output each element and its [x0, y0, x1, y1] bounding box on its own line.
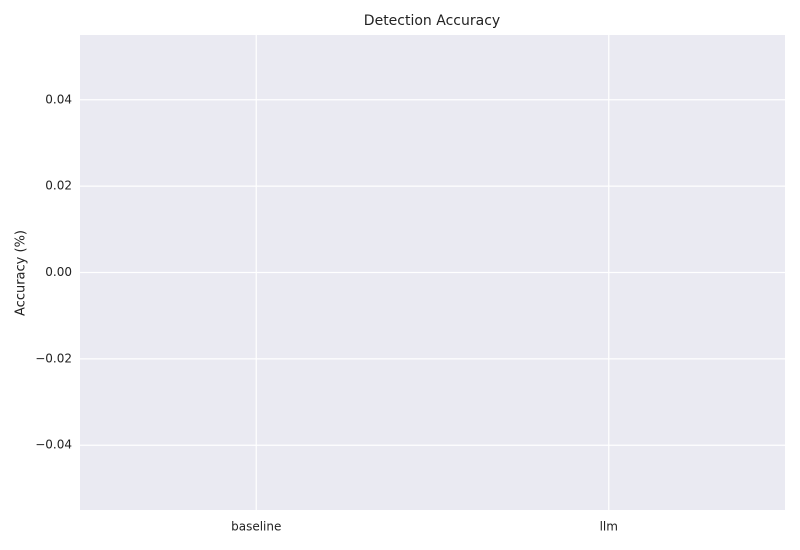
x-tick-label: baseline [231, 520, 281, 534]
y-tick-label: −0.04 [35, 438, 72, 452]
x-tick-label: llm [600, 520, 618, 534]
y-tick-label: 0.04 [45, 92, 72, 106]
y-tick-label: −0.02 [35, 351, 72, 365]
chart-title: Detection Accuracy [364, 13, 500, 29]
y-axis-label: Accuracy (%) [14, 230, 29, 316]
y-tick-label: 0.00 [45, 265, 72, 279]
y-tick-label: 0.02 [45, 179, 72, 193]
